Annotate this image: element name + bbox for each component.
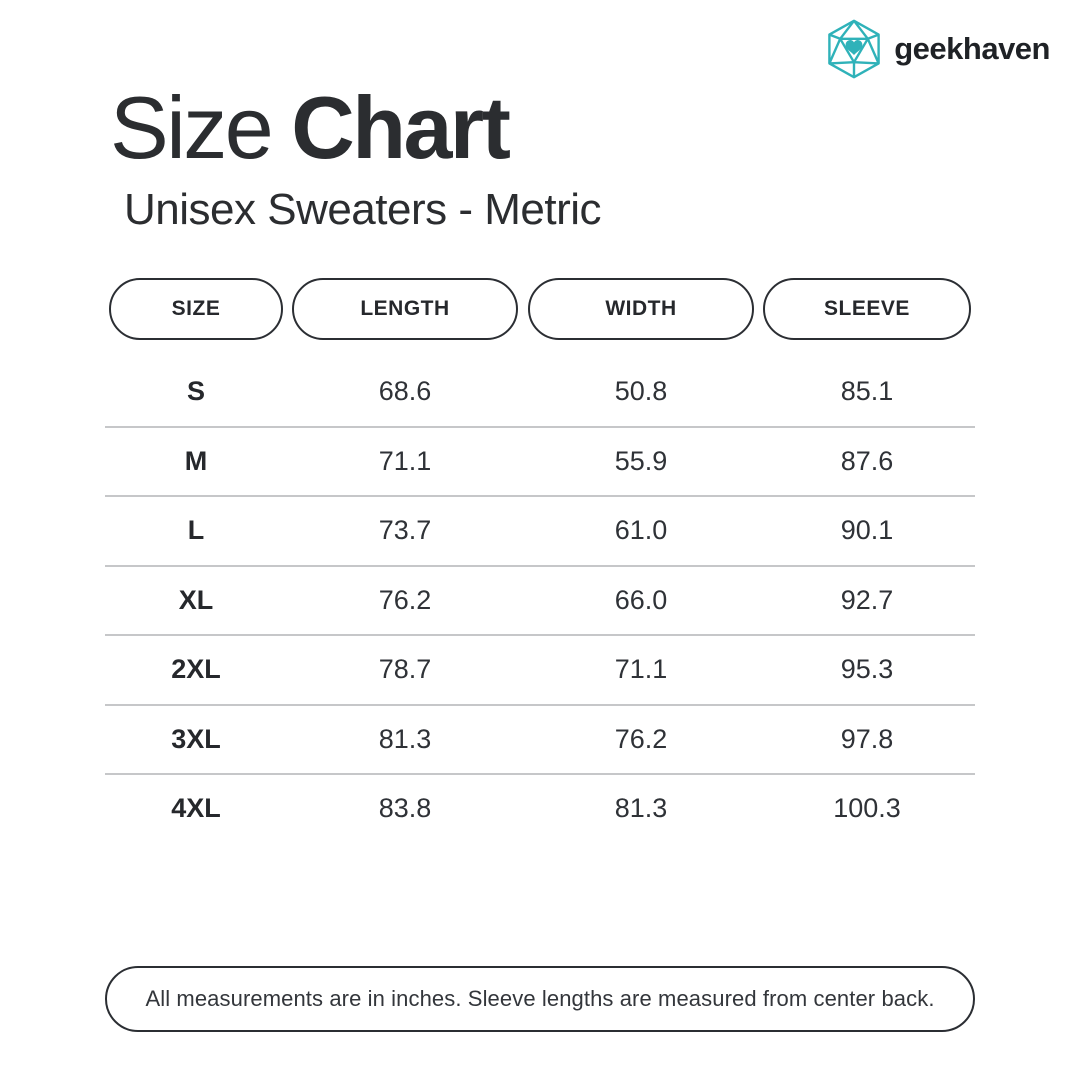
column-header-label: SIZE bbox=[171, 297, 221, 320]
d20-facets bbox=[828, 20, 880, 78]
d20-inner-triangle bbox=[839, 37, 870, 64]
table-row: S 68.6 50.8 85.1 bbox=[105, 358, 975, 426]
size-cell: S bbox=[186, 376, 205, 407]
value-cell: 92.7 bbox=[840, 584, 894, 615]
page-subtitle: Unisex Sweaters - Metric bbox=[124, 185, 602, 234]
value-cell: 66.0 bbox=[614, 584, 668, 615]
value-cell: 68.6 bbox=[378, 376, 432, 407]
value-cell: 100.3 bbox=[833, 793, 901, 824]
size-cell: M bbox=[184, 445, 208, 476]
table-row: XL 76.2 66.0 92.7 bbox=[105, 564, 975, 635]
footnote-text: All measurements are in inches. Sleeve l… bbox=[145, 986, 935, 1011]
d20-heart-icon bbox=[828, 19, 881, 79]
table-row: 3XL 81.3 76.2 97.8 bbox=[105, 703, 975, 774]
title-light: Size bbox=[110, 78, 274, 177]
value-cell: 76.2 bbox=[378, 584, 432, 615]
page-title: Size Chart bbox=[110, 84, 511, 172]
value-cell: 76.2 bbox=[614, 723, 668, 754]
value-cell: 61.0 bbox=[614, 515, 668, 546]
value-cell: 87.6 bbox=[840, 445, 894, 476]
value-cell: 97.8 bbox=[840, 723, 894, 754]
value-cell: 85.1 bbox=[840, 376, 894, 407]
footnote: All measurements are in inches. Sleeve l… bbox=[105, 966, 975, 1032]
value-cell: 83.8 bbox=[378, 793, 432, 824]
value-cell: 90.1 bbox=[840, 515, 894, 546]
column-header-label: WIDTH bbox=[605, 297, 677, 320]
value-cell: 55.9 bbox=[614, 445, 668, 476]
column-header-label: SLEEVE bbox=[824, 297, 910, 320]
brand-name: geekhaven bbox=[894, 31, 1050, 66]
size-cell: 4XL bbox=[171, 793, 221, 824]
size-table: SIZE LENGTH WIDTH SLEEVE S 68.6 50.8 85.1 M 71.1… bbox=[105, 278, 975, 843]
brand-header: geekhaven bbox=[824, 18, 1050, 80]
value-cell: 71.1 bbox=[378, 445, 432, 476]
value-cell: 81.3 bbox=[614, 793, 668, 824]
value-cell: 71.1 bbox=[614, 654, 668, 685]
table-row: L 73.7 61.0 90.1 bbox=[105, 495, 975, 565]
value-cell: 50.8 bbox=[614, 376, 668, 407]
table-body: S 68.6 50.8 85.1 M 71.1 55.9 87.6 L 73.7 61.0 90.1 X… bbox=[105, 358, 975, 843]
size-cell: L bbox=[187, 515, 205, 546]
column-header-size: SIZE bbox=[108, 278, 284, 340]
table-row: 4XL 83.8 81.3 100.3 bbox=[105, 773, 975, 843]
size-cell: 2XL bbox=[171, 654, 221, 685]
table-header-row: SIZE LENGTH WIDTH SLEEVE bbox=[105, 278, 975, 340]
column-header-width: WIDTH bbox=[527, 278, 755, 340]
value-cell: 81.3 bbox=[378, 723, 432, 754]
size-cell: XL bbox=[178, 584, 214, 615]
column-header-label: LENGTH bbox=[360, 297, 450, 320]
table-row: M 71.1 55.9 87.6 bbox=[105, 425, 975, 496]
table-row: 2XL 78.7 71.1 95.3 bbox=[105, 634, 975, 704]
column-header-length: LENGTH bbox=[291, 278, 519, 340]
size-cell: 3XL bbox=[171, 723, 221, 754]
heart-icon bbox=[845, 40, 863, 55]
title-bold: Chart bbox=[291, 78, 511, 177]
value-cell: 73.7 bbox=[378, 515, 432, 546]
value-cell: 78.7 bbox=[378, 654, 432, 685]
value-cell: 95.3 bbox=[840, 654, 894, 685]
column-header-sleeve: SLEEVE bbox=[763, 278, 971, 340]
